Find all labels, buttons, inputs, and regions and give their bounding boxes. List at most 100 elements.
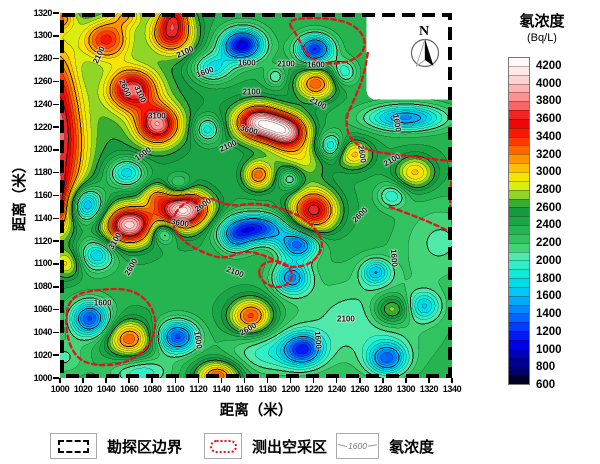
colorbar-segment (509, 216, 529, 226)
y-tick-label: 1260 (33, 75, 53, 86)
x-tick-label: 1240 (327, 384, 346, 394)
north-triangle-right (425, 39, 434, 66)
colorbar-tick-label: 4000 (536, 77, 562, 90)
x-tick-mark (451, 378, 453, 383)
colorbar-tick-label: 2000 (536, 254, 562, 267)
y-tick-label: 1060 (33, 304, 53, 315)
y-tick-label: 1240 (33, 98, 53, 109)
colorbar-tick-label: 600 (536, 379, 556, 391)
x-tick-mark (220, 378, 223, 383)
red-dotted-rect-icon (209, 439, 237, 453)
colorbar-title: 氡浓度 (519, 13, 565, 30)
x-tick-mark (59, 378, 61, 383)
colorbar-segment (509, 366, 529, 376)
contour-symbol-value: 1600 (348, 441, 367, 451)
y-tick-label: 1320 (33, 7, 53, 18)
contour-value-label: 1600 (93, 298, 112, 308)
colorbar-tick-label: 1000 (536, 343, 562, 356)
map-plot-area: 2100 2100 1600 1600 2100 1600 2100 2600 3100 3100… (60, 13, 452, 378)
legend-label-boundary: 勘探区边界 (107, 438, 183, 456)
contour-value-label: 2100 (277, 59, 295, 69)
contour-value-label: 2100 (242, 87, 261, 97)
colorbar-tick-label: 2600 (536, 201, 562, 214)
y-tick-label: 1100 (34, 258, 52, 269)
colorbar-segment (509, 110, 529, 119)
north-label: N (419, 24, 429, 39)
colorbar-segment (509, 83, 529, 93)
y-tick-mark (53, 354, 59, 356)
x-tick-label: 1340 (442, 384, 462, 394)
x-tick-mark (243, 378, 246, 383)
contour-value-label: 1600 (237, 58, 256, 68)
colorbar-segment (509, 163, 529, 172)
x-tick-label: 1200 (281, 384, 300, 394)
colorbar-segment (509, 260, 529, 270)
colorbar-tick-label: 800 (536, 361, 556, 374)
x-tick-mark (174, 378, 177, 383)
colorbar-tick-label: 3200 (536, 148, 562, 161)
x-tick-label: 1100 (166, 384, 185, 394)
contour-symbol: 1600 (336, 433, 379, 459)
colorbar-segment (509, 251, 529, 261)
y-tick-label: 1300 (33, 30, 53, 41)
y-tick-mark (53, 103, 59, 105)
x-tick-mark (151, 378, 153, 383)
x-tick-mark (197, 378, 200, 383)
colorbar-segment (509, 154, 529, 164)
colorbar-segment (509, 145, 529, 155)
colorbar-segment (509, 189, 529, 199)
y-tick-mark (53, 35, 59, 37)
colorbar-tick-label: 2200 (536, 237, 562, 250)
x-tick-label: 1280 (373, 384, 393, 394)
y-tick-mark (53, 194, 59, 197)
x-tick-label: 1220 (304, 384, 323, 394)
y-tick-label: 1080 (33, 281, 53, 292)
colorbar-segment (509, 269, 529, 279)
colorbar-segment (509, 322, 529, 332)
x-axis-title: 距离（米） (219, 403, 293, 419)
legend-label-contour: 氡浓度 (389, 438, 435, 456)
colorbar-segment (509, 198, 529, 208)
x-tick-label: 1320 (419, 384, 439, 394)
x-tick-mark (359, 378, 361, 383)
x-tick-label: 1060 (119, 384, 139, 394)
mined-out-symbol (204, 433, 242, 459)
y-tick-mark (53, 171, 59, 174)
north-triangle-left (415, 38, 426, 68)
contour-value-label: 2100 (337, 314, 355, 324)
y-tick-label: 1280 (33, 53, 53, 64)
colorbar-segment (509, 313, 529, 323)
colorbar-segment (509, 127, 529, 137)
colorbar-tick-label: 1200 (536, 325, 562, 338)
x-tick-label: 1120 (189, 384, 208, 394)
x-tick-mark (266, 378, 269, 383)
y-tick-mark (53, 308, 59, 311)
colorbar-tick-label: 2400 (536, 219, 562, 232)
colorbar-tick-label: 3400 (536, 130, 562, 143)
north-arrow: N (410, 24, 440, 68)
colorbar-segment (509, 136, 529, 146)
x-tick-label: 1260 (350, 384, 370, 394)
contour-value-label: 3100 (147, 111, 166, 121)
colorbar-segment (509, 278, 529, 287)
y-tick-mark (53, 286, 59, 288)
x-tick-label: 1180 (258, 384, 277, 394)
legend-label-mined-out: 测出空采区 (252, 438, 328, 456)
y-tick-label: 1200 (33, 144, 53, 155)
x-tick-mark (289, 378, 292, 383)
boundary-symbol (50, 433, 97, 459)
contour-line-icon (338, 444, 348, 448)
y-tick-mark (53, 12, 59, 14)
y-tick-mark (53, 240, 59, 242)
colorbar-unit: (Bq/L) (527, 32, 557, 44)
colorbar-tick-label: 4200 (536, 59, 562, 72)
colorbar-segment (509, 304, 529, 314)
x-tick-mark (82, 378, 84, 383)
y-tick-label: 1180 (34, 167, 52, 178)
contour-line-icon (367, 444, 377, 448)
legend: 勘探区边界 测出空采区 1600 氡浓度 (0, 428, 600, 462)
x-tick-label: 1020 (73, 384, 93, 394)
x-tick-mark (128, 378, 130, 383)
x-tick-mark (405, 378, 407, 383)
colorbar-segment (509, 295, 529, 305)
